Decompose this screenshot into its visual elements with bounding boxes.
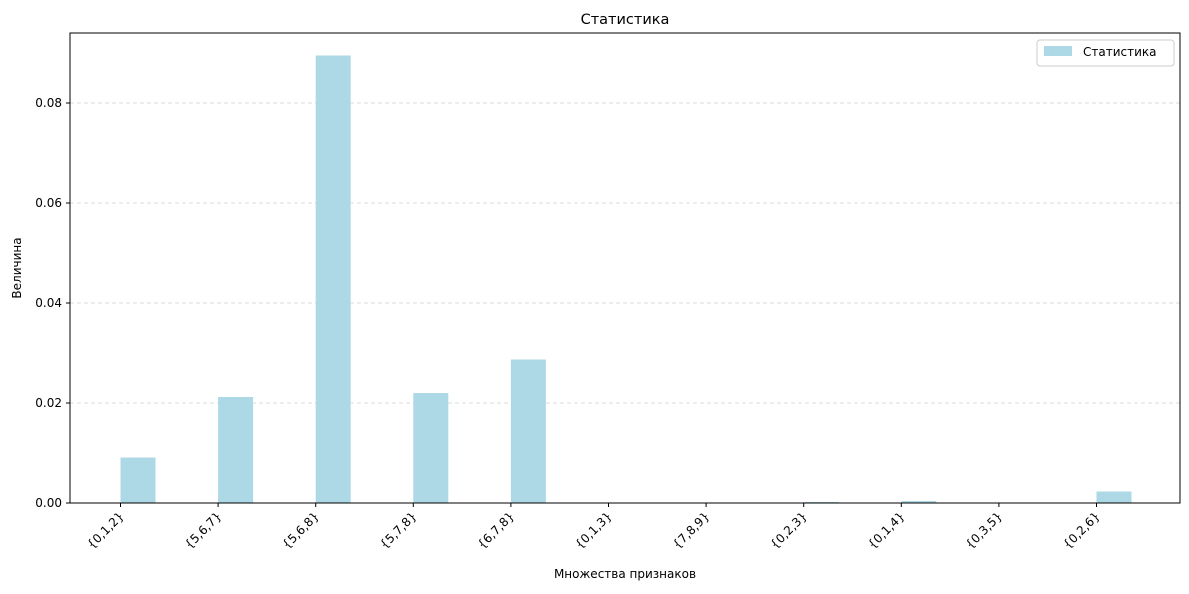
y-tick-label: 0.00 — [35, 496, 62, 510]
y-tick-label: 0.04 — [35, 296, 62, 310]
bar — [901, 501, 937, 503]
y-tick-label: 0.06 — [35, 196, 62, 210]
x-tick-label: {5,7,8} — [377, 509, 419, 551]
x-tick-label: {0,1,2} — [84, 509, 126, 551]
y-tick-label: 0.02 — [35, 396, 62, 410]
bar — [120, 457, 156, 503]
x-tick-label: {6,7,8} — [475, 509, 517, 551]
y-tick-label: 0.08 — [35, 96, 62, 110]
chart-title: Статистика — [581, 12, 670, 28]
plot-frame — [69, 32, 1181, 504]
x-tick-label: {0,2,3} — [768, 509, 810, 551]
bar — [1096, 491, 1132, 503]
y-axis-title: Величина — [10, 237, 24, 298]
bar — [510, 359, 546, 503]
x-tick-label: {5,6,7} — [182, 509, 224, 551]
x-tick-label: {0,2,6} — [1060, 509, 1102, 551]
grid-lines — [70, 102, 1180, 404]
x-axis: {0,1,2} {5,6,7} {5,6,8} {5,7,8} {6,7,8} {0,1,… — [84, 503, 1103, 552]
y-axis: 0.00 0.02 0.04 0.06 0.08 — [35, 96, 70, 510]
x-tick-label: {0,1,3} — [572, 509, 614, 551]
bar — [218, 397, 254, 503]
x-axis-title: Множества признаков — [554, 567, 696, 581]
x-tick-label: {7,8,9} — [670, 509, 712, 551]
legend-label: Статистика — [1083, 45, 1157, 59]
x-tick-label: {5,6,8} — [280, 509, 322, 551]
x-tick-label: {0,1,4} — [865, 509, 907, 551]
bar — [413, 393, 449, 503]
x-tick-label: {0,3,5} — [963, 509, 1005, 551]
legend-swatch — [1044, 46, 1072, 56]
bar — [315, 55, 351, 503]
legend: Статистика — [1036, 39, 1175, 67]
bars — [120, 55, 1132, 503]
